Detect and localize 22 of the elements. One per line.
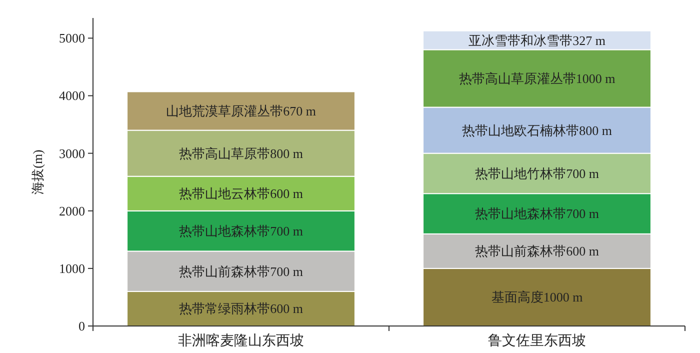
data-label: 热带山前森林带600 m: [475, 244, 599, 259]
y-tick-label: 2000: [59, 203, 85, 218]
data-label: 热带山地森林带700 m: [179, 224, 303, 239]
x-tick-label: 非洲喀麦隆山东西坡: [178, 333, 304, 349]
data-label: 山地荒漠草原灌丛带670 m: [166, 103, 316, 118]
data-label: 热带山地欧石楠林带800 m: [462, 122, 612, 138]
y-tick-label: 5000: [59, 30, 85, 46]
data-label: 基面高度1000 m: [491, 290, 583, 305]
y-tick-label: 1000: [59, 260, 85, 276]
data-label: 热带山地云林带600 m: [179, 186, 303, 202]
x-tick-label: 鲁文佐里东西坡: [488, 333, 586, 349]
data-label: 热带山前森林带700 m: [179, 264, 303, 279]
y-tick-label: 4000: [59, 88, 85, 104]
data-label: 热带山地森林带700 m: [475, 206, 599, 222]
y-axis-title: 海拔(m): [30, 150, 45, 194]
data-label: 热带高山草原带800 m: [179, 146, 303, 161]
y-tick-label: 0: [78, 318, 85, 334]
data-label: 热带山地竹林带700 m: [475, 166, 599, 181]
data-label: 亚冰雪带和冰雪带327 m: [468, 32, 606, 48]
data-label: 热带高山草原灌丛带1000 m: [458, 70, 616, 86]
y-tick-label: 3000: [59, 146, 85, 161]
data-label: 热带常绿雨林带600 m: [179, 301, 303, 316]
